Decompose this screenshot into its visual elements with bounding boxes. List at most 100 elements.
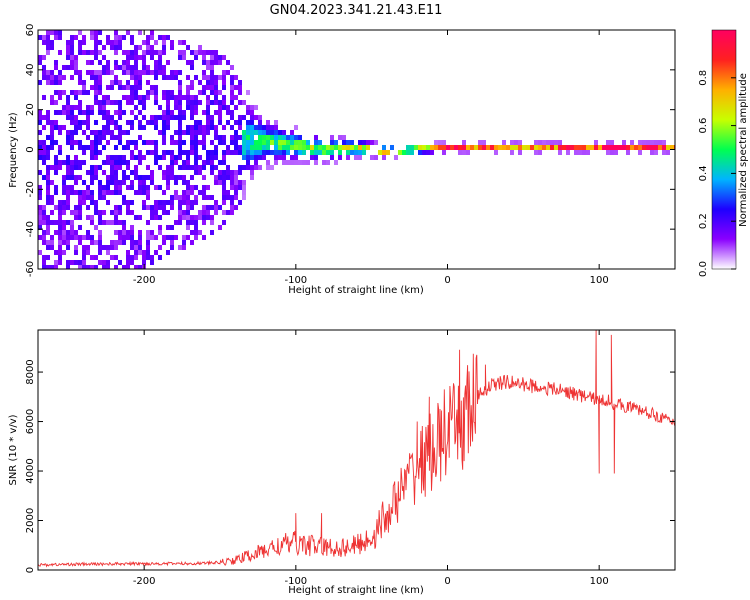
spectrogram-cell: [70, 75, 74, 80]
spectrogram-cell: [210, 215, 214, 220]
spectrogram-cell: [202, 140, 206, 145]
spectrogram-cell: [162, 120, 166, 125]
spectrogram-cell: [86, 195, 90, 200]
spectrogram-cell: [178, 80, 182, 85]
spectrogram-cell: [166, 180, 170, 185]
spectrogram-cell: [230, 115, 234, 120]
spectrogram-cell: [314, 155, 318, 160]
spectrogram-cell: [214, 55, 218, 60]
spectrogram-cell: [118, 45, 122, 50]
spectrogram-cell: [262, 150, 266, 155]
spectrogram-cell: [262, 125, 266, 130]
spectrogram-cell: [178, 245, 182, 250]
spectrogram-cell: [210, 75, 214, 80]
spectrogram-cell: [246, 155, 250, 160]
spectrogram-cell: [82, 35, 86, 40]
spectrogram-cell: [110, 220, 114, 225]
spectrogram-cell: [62, 225, 66, 230]
spectrogram-cell: [66, 65, 70, 70]
spectrogram-cell: [62, 90, 66, 95]
spectrogram-cell: [282, 160, 286, 165]
spectrogram-cell: [266, 145, 270, 150]
spectrogram-cell: [206, 215, 210, 220]
spectrogram-cell: [202, 215, 206, 220]
spectrogram-cell: [78, 75, 82, 80]
spectrogram-cell: [178, 220, 182, 225]
spectrogram-cell: [170, 225, 174, 230]
spectrogram-cell: [66, 265, 70, 269]
spectrogram-cell: [118, 260, 122, 265]
spectrogram-cell: [82, 90, 86, 95]
spectrogram-cell: [102, 65, 106, 70]
spectrogram-cell: [62, 205, 66, 210]
spectrogram-cell: [58, 260, 62, 265]
spectrogram-cell: [222, 95, 226, 100]
spectrogram-cell: [166, 35, 170, 40]
spectrogram-cell: [602, 145, 606, 150]
spectrogram-cell: [202, 125, 206, 130]
spectrogram-cell: [138, 175, 142, 180]
spectrogram-cell: [134, 70, 138, 75]
spectrogram-y-tick-label: 40: [25, 63, 36, 76]
spectrogram-cell: [570, 145, 574, 150]
spectrogram-cell: [42, 140, 46, 145]
spectrogram-cell: [102, 110, 106, 115]
spectrogram-cell: [46, 175, 50, 180]
spectrogram-cell: [78, 200, 82, 205]
spectrogram-cell: [198, 100, 202, 105]
colorbar-tick-label: 0.8: [698, 70, 709, 86]
snr-series-line: [38, 330, 675, 568]
spectrogram-cell: [154, 250, 158, 255]
spectrogram-cell: [186, 180, 190, 185]
spectrogram-cell: [194, 170, 198, 175]
spectrogram-cell: [646, 145, 650, 150]
spectrogram-cell: [86, 105, 90, 110]
spectrogram-cell: [38, 155, 42, 160]
spectrogram-cell: [130, 185, 134, 190]
spectrogram-cell: [154, 90, 158, 95]
spectrogram-cell: [130, 50, 134, 55]
spectrogram-cell: [46, 240, 50, 245]
spectrogram-cell: [194, 160, 198, 165]
spectrogram-cell: [234, 180, 238, 185]
spectrogram-cell: [98, 250, 102, 255]
spectrogram-cell: [338, 150, 342, 155]
spectrogram-cell: [74, 235, 78, 240]
spectrogram-cell: [198, 190, 202, 195]
spectrogram-cell: [502, 145, 506, 150]
spectrogram-cell: [146, 80, 150, 85]
spectrogram-cell: [218, 75, 222, 80]
spectrogram-cell: [58, 125, 62, 130]
spectrogram-cell: [170, 200, 174, 205]
spectrogram-cell: [330, 155, 334, 160]
spectrogram-cell: [106, 100, 110, 105]
spectrogram-cell: [130, 90, 134, 95]
spectrogram-cell: [170, 175, 174, 180]
spectrogram-cell: [54, 35, 58, 40]
spectrogram-cell: [178, 120, 182, 125]
spectrogram-cell: [42, 150, 46, 155]
spectrogram-cell: [282, 155, 286, 160]
spectrogram-cell: [158, 60, 162, 65]
spectrogram-cell: [346, 140, 350, 145]
spectrogram-cell: [442, 145, 446, 150]
spectrogram-cell: [42, 260, 46, 265]
spectrogram-cell: [210, 165, 214, 170]
spectrogram-cell: [322, 150, 326, 155]
spectrogram-cell: [342, 135, 346, 140]
spectrogram-cell: [70, 220, 74, 225]
spectrogram-cell: [162, 35, 166, 40]
spectrogram-cell: [194, 150, 198, 155]
spectrogram-cell: [146, 245, 150, 250]
spectrogram-cell: [130, 235, 134, 240]
spectrogram-cell: [458, 145, 462, 150]
spectrogram-cell: [86, 250, 90, 255]
spectrogram-cell: [494, 150, 498, 155]
spectrogram-cell: [86, 115, 90, 120]
spectrogram-cell: [314, 145, 318, 150]
spectrogram-cell: [86, 90, 90, 95]
spectrogram-cell: [210, 90, 214, 95]
